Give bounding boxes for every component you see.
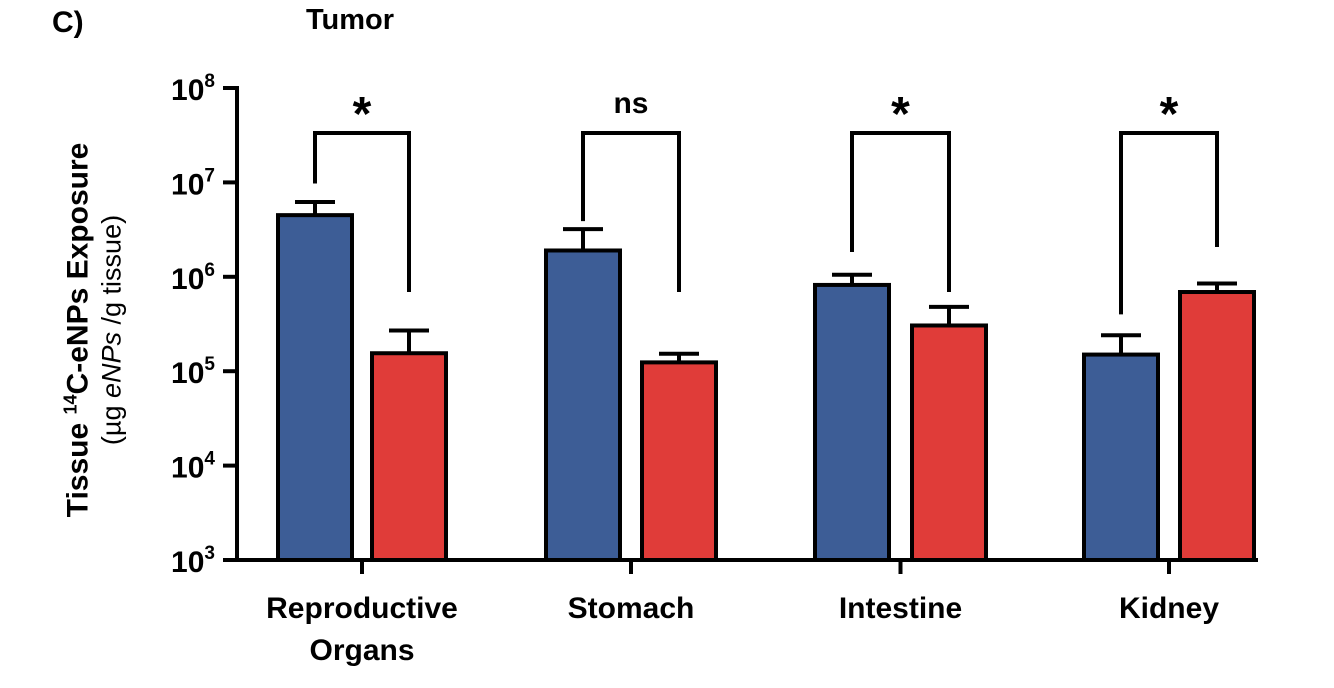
y-tick-label: 105 [171,354,215,390]
x-tick-label: Stomach [568,592,695,625]
significance-bracket [850,131,951,292]
bar [370,351,448,563]
y-tick-label: 104 [171,449,215,485]
significance-label: ns [613,87,648,120]
bar [813,282,891,562]
bar [276,213,354,562]
bar [1178,290,1256,562]
y-tick-label: 106 [171,260,215,296]
significance-bracket [581,131,681,292]
bar [544,248,622,562]
panel-label: C) [52,6,84,39]
significance-bracket [1119,131,1219,315]
y-tick-label: 107 [171,165,215,201]
significance-label: * [353,88,372,141]
x-tick-label: Kidney [1119,592,1219,625]
x-tick-label: Reproductive [266,592,458,625]
significance-bracket [313,131,411,292]
bar [640,360,718,562]
significance-label: * [891,88,910,141]
y-tick-label: 108 [171,71,215,107]
bar [1082,352,1160,563]
bar [910,323,988,562]
chart-title: Tumor [306,4,395,36]
significance-label: * [1160,88,1179,141]
x-tick-label: Intestine [839,592,962,625]
y-tick-label: 103 [171,543,215,579]
x-tick-label: Organs [309,634,414,667]
